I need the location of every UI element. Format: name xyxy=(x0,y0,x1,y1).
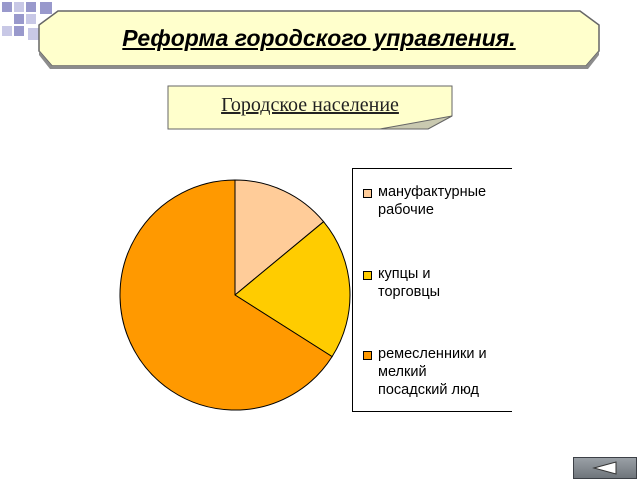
legend-label: мануфактурные рабочие xyxy=(378,184,487,218)
legend-swatch xyxy=(363,351,372,360)
legend-label: купцы и торговцы xyxy=(378,266,441,300)
title-banner xyxy=(38,10,600,69)
slide-subtitle: Городское население xyxy=(221,93,399,116)
pie-slice-manufactory-workers xyxy=(234,179,325,297)
back-arrow-icon xyxy=(592,461,617,475)
pie-slice-merchants xyxy=(234,220,351,358)
legend-item-merchants: купцы и торговцы xyxy=(363,265,513,301)
back-button[interactable] xyxy=(573,457,637,479)
legend-item-manufactory-workers: мануфактурные рабочие xyxy=(363,183,513,219)
legend-label: ремесленники и мелкий посадский люд xyxy=(378,346,487,398)
subtitle-card xyxy=(167,85,453,130)
legend-swatch xyxy=(363,271,372,280)
decorative-squares xyxy=(2,2,52,40)
slide-title: Реформа городского управления. xyxy=(122,24,516,51)
legend-item-artisans: ремесленники и мелкий посадский люд xyxy=(363,345,513,399)
pie-slice-artisans xyxy=(119,179,333,411)
pie-chart xyxy=(119,179,351,411)
legend-swatch xyxy=(363,189,372,198)
chart-legend: мануфактурные рабочие купцы и торговцы р… xyxy=(352,168,512,412)
